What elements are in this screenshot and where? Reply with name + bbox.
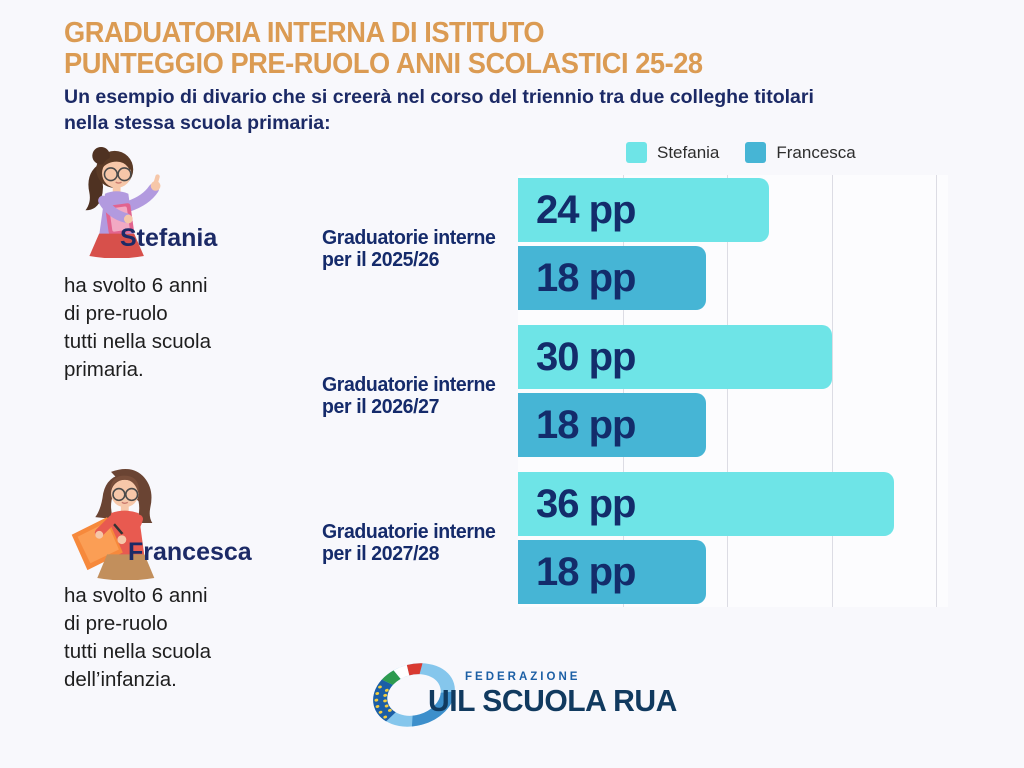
logo-org-name: UIL SCUOLA RUA [428,683,677,718]
legend-label: Stefania [657,142,720,162]
description-line: tutti nella scuola [64,330,212,353]
page-title-line1: GRADUATORIA INTERNA DI ISTITUTO [64,17,545,49]
bar-francesca-3: 18 pp [518,540,706,604]
page-subtitle: Un esempio di divario che si creerà nel … [64,84,814,136]
gridline [832,175,833,607]
description-line: ha svolto 6 anni [64,584,208,607]
category-label: Graduatorie interne per il 2026/27 [322,373,496,418]
person-description-francesca: ha svolto 6 anni di pre-ruolo tutti nella … [64,582,211,694]
legend-item-stefania: Stefania [626,142,719,163]
francesca-avatar-illustration [71,468,155,580]
page-title-line2: PUNTEGGIO PRE-RUOLO ANNI SCOLASTICI 25-2… [64,48,703,80]
description-line: ha svolto 6 anni [64,274,208,297]
description-line: dell’infanzia. [64,668,177,691]
page-title: GRADUATORIA INTERNA DI ISTITUTO PUNTEGGI… [64,18,703,80]
logo-federation-label: FEDERAZIONE [465,671,581,683]
description-line: di pre-ruolo [64,302,168,325]
person-description-stefania: ha svolto 6 anni di pre-ruolo tutti nella … [64,272,211,384]
legend-swatch [745,142,767,163]
bar-stefania-3: 36 pp [518,472,894,536]
uil-scuola-rua-logo-ring-icon [373,663,455,727]
bar-francesca-1: 18 pp [518,246,706,310]
bar-stefania-2: 30 pp [518,325,832,389]
bar-value-label: 18 pp [536,255,636,300]
chart-legend: Stefania Francesca [626,142,856,163]
legend-item-francesca: Francesca [745,142,856,163]
bar-chart: 24 pp 18 pp 30 pp 18 pp 36 pp 18 pp Graduator… [0,175,1024,609]
description-line: di pre-ruolo [64,612,168,635]
gridline [727,175,728,607]
gridline [936,175,937,607]
page-subtitle-line2: nella stessa scuola primaria: [64,112,331,134]
uil-scuola-rua-logo-text: FEDERAZIONE UIL SCUOLA RUA [428,671,685,719]
person-name-stefania: Stefania [120,224,218,252]
page-subtitle-line1: Un esempio di divario che si creerà nel … [64,86,814,108]
legend-label: Francesca [776,142,856,162]
chart-plot: 24 pp 18 pp 30 pp 18 pp 36 pp 18 pp [518,175,948,607]
category-label: Graduatorie interne per il 2025/26 [322,226,496,271]
bar-value-label: 24 pp [536,187,636,232]
bar-value-label: 18 pp [536,402,636,447]
legend-swatch [626,142,647,163]
person-name-francesca: Francesca [128,538,252,566]
bar-francesca-2: 18 pp [518,393,706,457]
stefania-avatar-illustration [85,146,161,258]
description-line: primaria. [64,358,144,381]
category-label: Graduatorie interne per il 2027/28 [322,520,496,565]
bar-value-label: 30 pp [536,334,636,379]
bar-value-label: 36 pp [536,481,636,526]
bar-stefania-1: 24 pp [518,178,769,242]
gridline [623,175,624,607]
description-line: tutti nella scuola [64,640,212,663]
bar-value-label: 18 pp [536,549,636,594]
